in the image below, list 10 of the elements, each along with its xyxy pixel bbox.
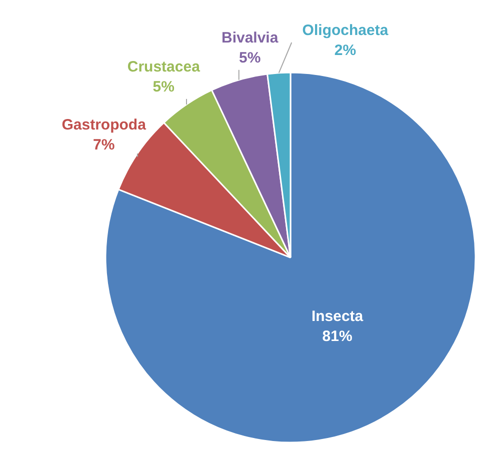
data-label: 7% [92,136,115,154]
slice-label: Oligochaeta [302,22,389,39]
slice-label: Insecta [311,308,364,325]
data-label: 5% [152,78,174,96]
slice-label: Bivalvia [221,29,279,46]
data-label: 81% [322,328,352,345]
slice-label: Crustacea [127,58,201,76]
slice-label: Gastropoda [62,116,147,134]
data-label: 5% [239,49,261,66]
data-label: 2% [334,42,356,59]
